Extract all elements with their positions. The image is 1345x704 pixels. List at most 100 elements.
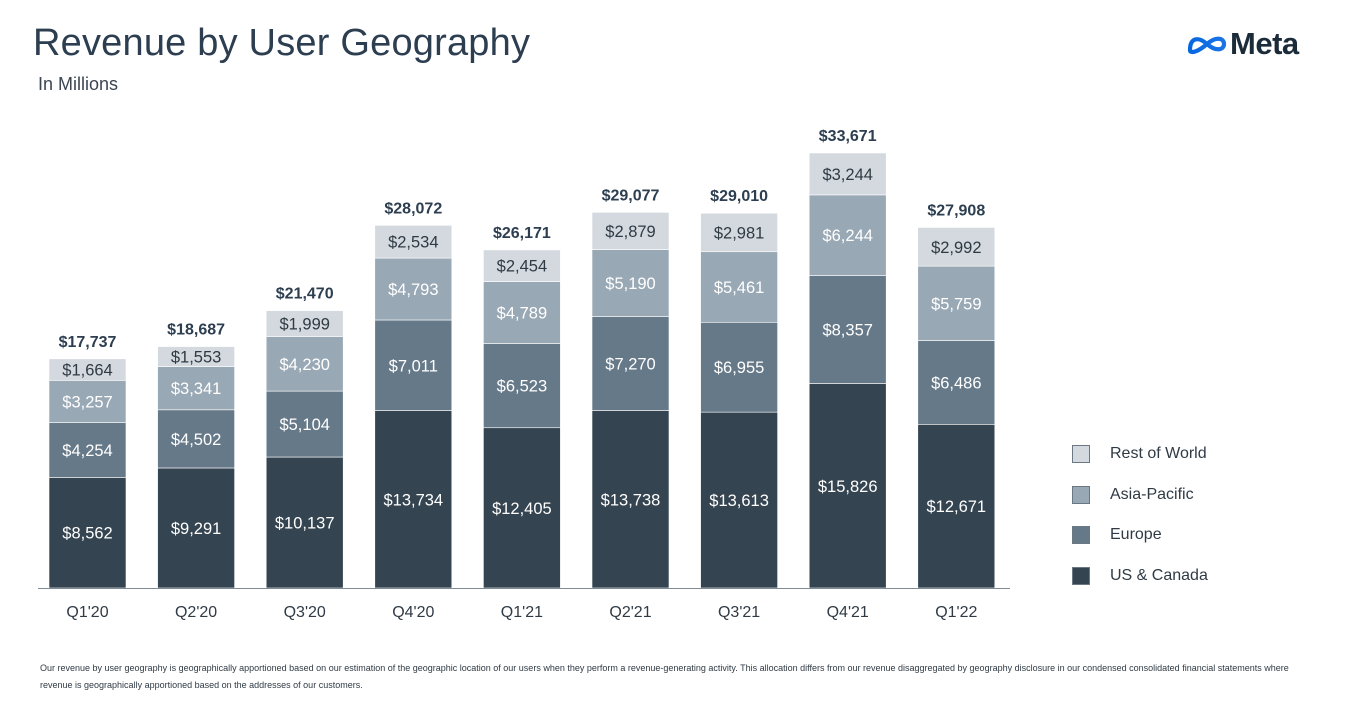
segment-value-label: $2,992 bbox=[931, 239, 981, 257]
bar-segment-rest-of-world bbox=[700, 212, 778, 253]
bar-segment-europe bbox=[591, 316, 670, 411]
legend-item-europe: Europe bbox=[1072, 524, 1208, 546]
segment-value-label: $1,664 bbox=[62, 362, 112, 380]
footnote: Our revenue by user geography is geograp… bbox=[40, 663, 1289, 690]
legend-label: Asia-Pacific bbox=[1110, 485, 1194, 503]
segment-value-label: $5,461 bbox=[714, 279, 764, 297]
segment-value-label: $10,137 bbox=[275, 515, 335, 533]
bar-total-label: $26,171 bbox=[493, 225, 551, 242]
legend-swatch bbox=[1072, 566, 1090, 585]
bar-total-label: $27,908 bbox=[927, 202, 985, 219]
bar-total-label: $17,737 bbox=[59, 334, 117, 351]
segment-value-label: $4,793 bbox=[388, 281, 438, 299]
segment-value-label: $6,244 bbox=[822, 227, 872, 245]
bar-segment-rest-of-world bbox=[917, 227, 996, 267]
bar-segment-rest-of-world bbox=[591, 212, 670, 250]
bar-segment-rest-of-world bbox=[483, 249, 561, 282]
x-tick-label: Q2'21 bbox=[609, 604, 651, 621]
segment-value-label: $3,257 bbox=[62, 393, 112, 411]
legend-swatch bbox=[1072, 445, 1090, 463]
segment-value-label: $4,230 bbox=[279, 356, 329, 374]
bar-segment-asia-pacific bbox=[917, 265, 996, 341]
bar-segment-us-canada bbox=[917, 424, 996, 589]
bar-segment-us-canada bbox=[700, 411, 778, 589]
segment-value-label: $13,738 bbox=[601, 491, 661, 509]
segment-value-label: $1,999 bbox=[279, 316, 329, 334]
segment-value-label: $2,454 bbox=[497, 258, 547, 276]
segment-value-label: $12,671 bbox=[926, 498, 986, 516]
segment-value-label: $2,534 bbox=[388, 234, 438, 252]
segment-value-label: $15,826 bbox=[818, 478, 878, 496]
segment-value-label: $5,190 bbox=[605, 275, 655, 293]
bar-segment-rest-of-world bbox=[265, 310, 344, 337]
segment-value-label: $6,955 bbox=[714, 359, 764, 377]
bar-segment-europe bbox=[48, 422, 127, 478]
legend-swatch bbox=[1072, 526, 1090, 544]
segment-value-label: $3,341 bbox=[171, 380, 221, 398]
segment-value-label: $8,562 bbox=[62, 525, 112, 543]
segment-value-label: $6,523 bbox=[497, 378, 547, 396]
bar-segment-asia-pacific bbox=[265, 336, 344, 392]
segment-value-label: $4,789 bbox=[497, 305, 547, 323]
segment-value-label: $5,759 bbox=[931, 295, 981, 313]
segment-value-label: $12,405 bbox=[492, 500, 552, 518]
bar-segment-rest-of-world bbox=[808, 152, 887, 196]
segment-value-label: $3,244 bbox=[822, 166, 872, 184]
bar-segment-us-canada bbox=[591, 410, 670, 589]
legend-label: US & Canada bbox=[1110, 566, 1208, 584]
x-tick-label: Q1'20 bbox=[66, 604, 108, 621]
segment-value-label: $1,553 bbox=[171, 349, 221, 367]
bar-segment-europe bbox=[808, 275, 887, 384]
x-tick-label: Q1'22 bbox=[935, 604, 977, 621]
bar-segment-us-canada bbox=[374, 410, 453, 589]
bar-total-label: $18,687 bbox=[167, 322, 225, 339]
bar-total-label: $29,010 bbox=[710, 188, 768, 205]
bar-segment-asia-pacific bbox=[374, 257, 453, 321]
bar-segment-europe bbox=[374, 319, 453, 411]
bar-total-label: $21,470 bbox=[276, 286, 334, 303]
bar-segment-rest-of-world bbox=[48, 358, 127, 381]
segment-value-label: $9,291 bbox=[171, 520, 221, 538]
x-tick-label: Q4'20 bbox=[392, 604, 434, 621]
x-tick-label: Q3'20 bbox=[284, 604, 326, 621]
chart-legend: Rest of World Asia-Pacific Europe US & Cana… bbox=[1072, 443, 1208, 605]
segment-value-label: $4,502 bbox=[171, 431, 221, 449]
legend-swatch bbox=[1072, 485, 1090, 504]
x-tick-label: Q4'21 bbox=[827, 604, 869, 621]
bar-segment-us-canada bbox=[265, 456, 344, 589]
legend-item-asia-pacific: Asia-Pacific bbox=[1072, 484, 1208, 506]
segment-value-label: $2,981 bbox=[714, 224, 764, 242]
segment-value-label: $2,879 bbox=[605, 223, 655, 241]
x-tick-label: Q2'20 bbox=[175, 604, 217, 621]
bar-segment-rest-of-world bbox=[157, 346, 235, 367]
bar-segment-europe bbox=[700, 321, 778, 413]
x-tick-label: Q3'21 bbox=[718, 604, 760, 621]
segment-value-label: $6,486 bbox=[931, 374, 981, 392]
legend-item-us-canada: US & Canada bbox=[1072, 565, 1208, 587]
meta-logo-text: Meta bbox=[1230, 26, 1299, 61]
legend-label: Europe bbox=[1110, 526, 1162, 543]
segment-value-label: $8,357 bbox=[822, 322, 872, 340]
segment-value-label: $5,104 bbox=[279, 416, 329, 434]
bar-segment-rest-of-world bbox=[374, 225, 453, 259]
segment-value-label: $13,734 bbox=[383, 491, 443, 509]
x-tick-label: Q1'21 bbox=[501, 604, 543, 621]
bar-total-label: $33,671 bbox=[819, 128, 877, 145]
chart-title: Revenue by User Geography bbox=[33, 22, 531, 64]
bar-segment-europe bbox=[917, 340, 996, 425]
segment-value-label: $7,270 bbox=[605, 356, 655, 374]
stacked-bar-chart: $8,562 $4,254 $3,257 $1,664 $17,737 Q1'20 $9,2… bbox=[38, 128, 1010, 621]
legend-label: Rest of World bbox=[1110, 445, 1207, 462]
bar-segment-europe bbox=[157, 409, 235, 469]
segment-value-label: $13,613 bbox=[709, 492, 769, 510]
bar-segment-europe bbox=[265, 390, 344, 458]
segment-value-label: $4,254 bbox=[62, 442, 112, 460]
bar-segment-us-canada bbox=[808, 383, 887, 589]
meta-infinity-icon bbox=[1187, 36, 1227, 55]
meta-logo: Meta bbox=[1186, 26, 1299, 62]
chart-subtitle: In Millions bbox=[38, 74, 119, 94]
bar-total-label: $29,077 bbox=[602, 187, 660, 204]
bar-total-label: $28,072 bbox=[384, 200, 442, 217]
bar-segment-europe bbox=[483, 343, 561, 429]
bar-segment-asia-pacific bbox=[483, 281, 561, 344]
